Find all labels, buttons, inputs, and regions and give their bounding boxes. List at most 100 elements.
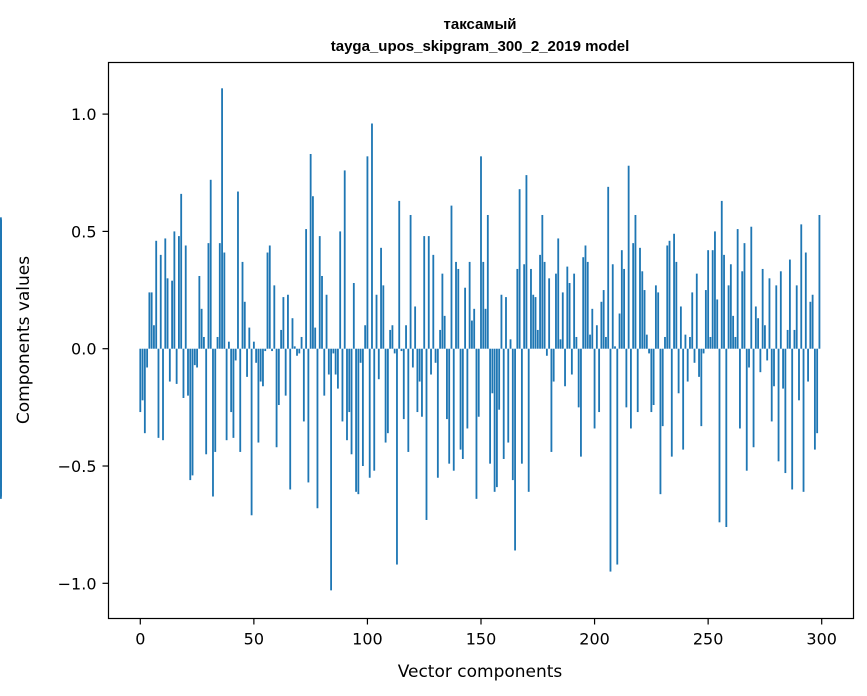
bar-92 xyxy=(348,348,351,413)
bar-62 xyxy=(280,329,283,349)
bar-238 xyxy=(679,306,682,349)
bar-120 xyxy=(411,348,414,368)
bar-31 xyxy=(209,179,212,349)
bar-67 xyxy=(291,318,294,349)
bar-178 xyxy=(543,261,546,349)
bar-286 xyxy=(788,259,791,349)
bar-127 xyxy=(427,236,430,349)
bar-176 xyxy=(539,254,541,349)
bar-56 xyxy=(266,252,269,349)
bar-106 xyxy=(380,247,382,349)
bar-undefined xyxy=(0,285,2,349)
bar-277 xyxy=(768,278,771,349)
bar-14 xyxy=(171,280,174,349)
bar-182 xyxy=(552,348,555,382)
bar-50 xyxy=(252,341,255,349)
bar-17 xyxy=(178,236,180,349)
y-axis-ticks: −1.0 −0.5 0.0 0.5 1.0 xyxy=(58,105,109,593)
bar-21 xyxy=(187,348,189,396)
bar-155 xyxy=(491,348,494,394)
bar-199 xyxy=(591,308,594,349)
bar-160 xyxy=(502,348,505,459)
bar-49 xyxy=(250,348,253,516)
bar-25 xyxy=(196,348,198,368)
bar-91 xyxy=(346,348,348,441)
bar-57 xyxy=(268,245,271,349)
bar-281 xyxy=(777,348,780,462)
bar-111 xyxy=(391,325,394,349)
bar-148 xyxy=(475,348,478,499)
y-tick-label: −0.5 xyxy=(58,457,97,476)
bar-187 xyxy=(564,348,566,387)
bar-123 xyxy=(418,348,421,382)
bar-153 xyxy=(486,214,489,349)
bar-249 xyxy=(704,290,707,349)
bar-173 xyxy=(532,294,535,349)
bar-58 xyxy=(271,348,273,352)
bar-201 xyxy=(595,325,598,349)
bar-5 xyxy=(150,292,153,349)
bar-260 xyxy=(729,264,732,349)
bar-68 xyxy=(293,346,296,349)
bar-39 xyxy=(227,341,230,349)
bar-190 xyxy=(570,348,573,375)
bar-98 xyxy=(361,348,364,467)
bar-171 xyxy=(527,348,530,492)
bar-63 xyxy=(282,297,285,349)
bar-16 xyxy=(175,348,178,384)
bar-29 xyxy=(205,348,208,455)
bar-157 xyxy=(495,348,498,488)
bar-166 xyxy=(516,268,519,349)
bar-73 xyxy=(305,229,308,349)
bar-287 xyxy=(791,348,794,490)
bar-257 xyxy=(723,254,725,349)
bar-158 xyxy=(498,348,501,410)
bar-268 xyxy=(748,348,750,368)
bar-137 xyxy=(450,205,453,349)
bar-15 xyxy=(173,231,176,349)
bar-262 xyxy=(734,336,737,349)
bar-198 xyxy=(589,334,591,349)
bar-263 xyxy=(736,229,739,349)
bar-140 xyxy=(457,268,460,349)
bar-271 xyxy=(754,306,757,349)
bar-282 xyxy=(779,271,782,349)
bar-36 xyxy=(221,88,223,349)
bar-253 xyxy=(714,231,716,349)
x-tick-label: 150 xyxy=(466,630,497,649)
bar-35 xyxy=(218,243,221,349)
bar-170 xyxy=(525,175,528,349)
bar-2 xyxy=(143,348,146,434)
bar-206 xyxy=(607,186,610,349)
bar-285 xyxy=(786,329,789,349)
bar-109 xyxy=(386,348,389,434)
bar-100 xyxy=(366,156,369,349)
bar-27 xyxy=(200,308,203,349)
bar-297 xyxy=(813,348,816,450)
bar-131 xyxy=(436,348,439,478)
bar-219 xyxy=(636,348,639,413)
bar-233 xyxy=(668,240,671,349)
bar-134 xyxy=(443,315,446,349)
bar-124 xyxy=(421,348,423,417)
bar-84 xyxy=(330,348,332,591)
bar-51 xyxy=(255,348,258,363)
y-tick-label: 0.0 xyxy=(71,340,96,359)
bar-81 xyxy=(323,348,326,396)
bar-258 xyxy=(725,348,728,528)
bar-52 xyxy=(257,348,260,443)
bar-294 xyxy=(807,348,809,382)
bar-97 xyxy=(359,348,362,363)
bar-99 xyxy=(364,325,367,349)
bar-96 xyxy=(357,348,360,495)
bar-191 xyxy=(573,273,576,349)
bar-164 xyxy=(511,348,514,481)
bar-213 xyxy=(623,268,626,349)
bar-89 xyxy=(341,348,344,422)
bar-116 xyxy=(402,348,405,420)
y-tick-label: −1.0 xyxy=(58,574,97,593)
bar-186 xyxy=(561,292,564,349)
bar-74 xyxy=(307,348,310,483)
bar-223 xyxy=(645,334,648,349)
bar-200 xyxy=(593,348,596,429)
